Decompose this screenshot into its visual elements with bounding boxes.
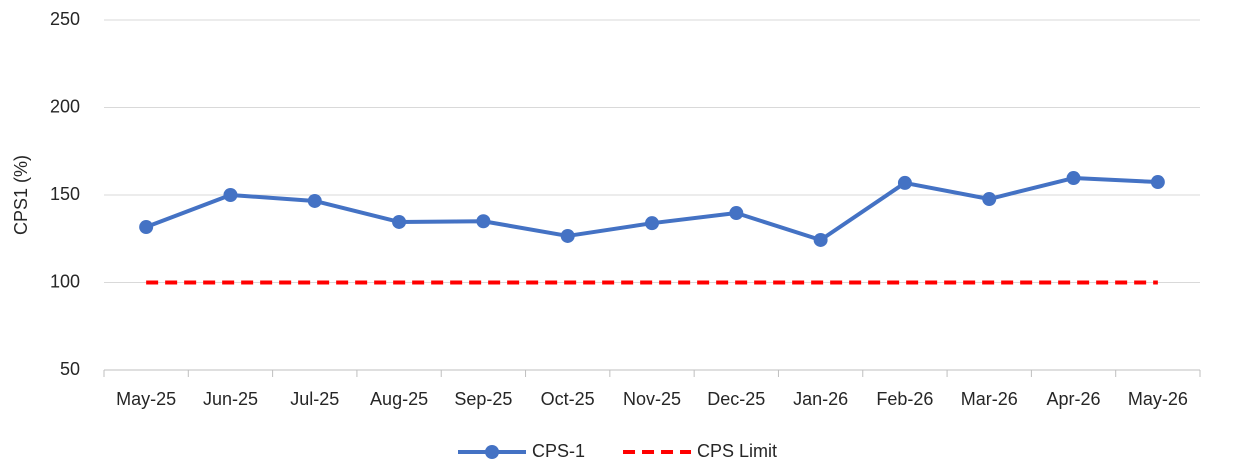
x-tick-label: Jan-26 (793, 389, 848, 409)
x-tick-label: May-26 (1128, 389, 1188, 409)
series-line (145, 176, 1158, 242)
y-tick-label: 200 (50, 96, 80, 116)
x-tick-label: Jul-25 (290, 389, 339, 409)
point (1150, 175, 1165, 190)
x-tick-label: Dec-25 (707, 389, 765, 409)
y-tick-label: 150 (50, 184, 80, 204)
point (139, 220, 154, 235)
point (560, 228, 575, 243)
y-tick-label: 250 (50, 9, 80, 29)
x-tick-label: Mar-26 (961, 389, 1018, 409)
y-tick-label: 50 (60, 359, 80, 379)
point (645, 216, 659, 231)
x-tick-label: Sep-25 (454, 389, 512, 409)
x-tick-label: May-25 (116, 389, 176, 409)
point (897, 175, 912, 190)
y-axis-label: CPS1 (%) (11, 155, 31, 235)
point (476, 214, 491, 229)
legend-marker (485, 445, 499, 459)
legend-label: CPS Limit (697, 441, 777, 461)
legend-label: CPS-1 (532, 441, 585, 461)
point (729, 206, 744, 221)
point (1066, 171, 1081, 186)
point (223, 188, 238, 202)
x-tick-label: Apr-26 (1047, 389, 1101, 409)
x-tick-label: Nov-25 (623, 389, 681, 409)
x-tick-label: Feb-26 (876, 389, 933, 409)
x-tick-label: Jun-25 (203, 389, 258, 409)
y-tick-label: 100 (50, 271, 80, 291)
point (813, 232, 828, 247)
point (392, 214, 407, 229)
point (307, 193, 322, 208)
x-tick-label: Oct-25 (541, 389, 595, 409)
x-tick-label: Aug-25 (370, 389, 428, 409)
point (982, 192, 997, 207)
